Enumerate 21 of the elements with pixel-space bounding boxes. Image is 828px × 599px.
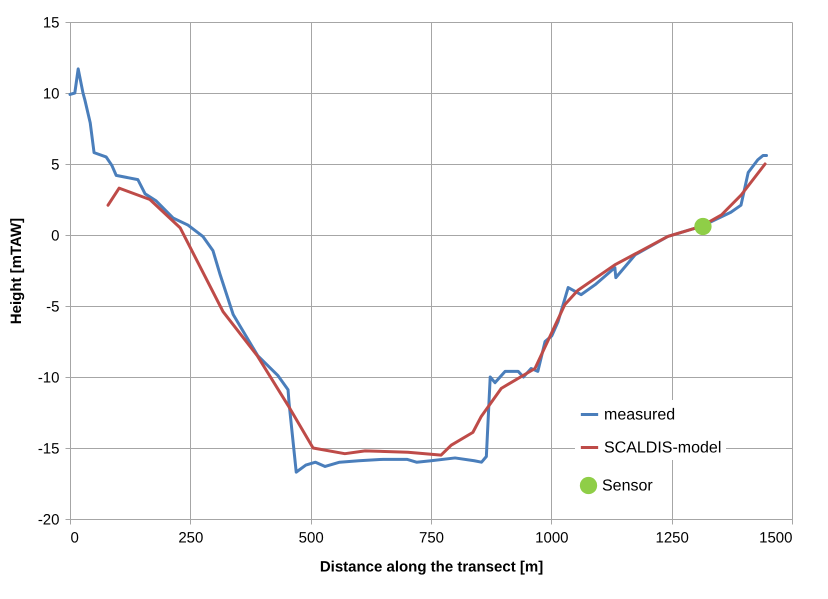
x-axis-title: Distance along the transect [m] [320,558,544,576]
x-tick-label: 0 [70,530,79,546]
legend-label: Sensor [602,478,654,494]
y-tick-label: 0 [51,228,60,244]
legend-label: measured [604,406,676,424]
y-tick-label: 5 [51,156,60,174]
x-tick-label: 1500 [759,530,792,546]
y-tick-label: 10 [42,86,60,102]
y-tick-label: -5 [46,298,60,316]
x-tick-label: 750 [418,530,444,546]
legend-label: SCALDIS-model [604,440,722,456]
x-tick-label: 500 [298,530,324,546]
y-tick-label: -20 [38,512,60,528]
line-series [106,162,767,457]
y-tick-label: -15 [38,440,60,458]
x-tick-label: 250 [178,530,204,546]
x-tick-label: 1250 [655,530,689,546]
y-tick-label: -10 [38,370,60,386]
y-axis-title: Height [mTAW] [8,218,25,324]
x-tick-label: 1000 [535,530,569,546]
y-tick-label: 15 [42,14,60,32]
